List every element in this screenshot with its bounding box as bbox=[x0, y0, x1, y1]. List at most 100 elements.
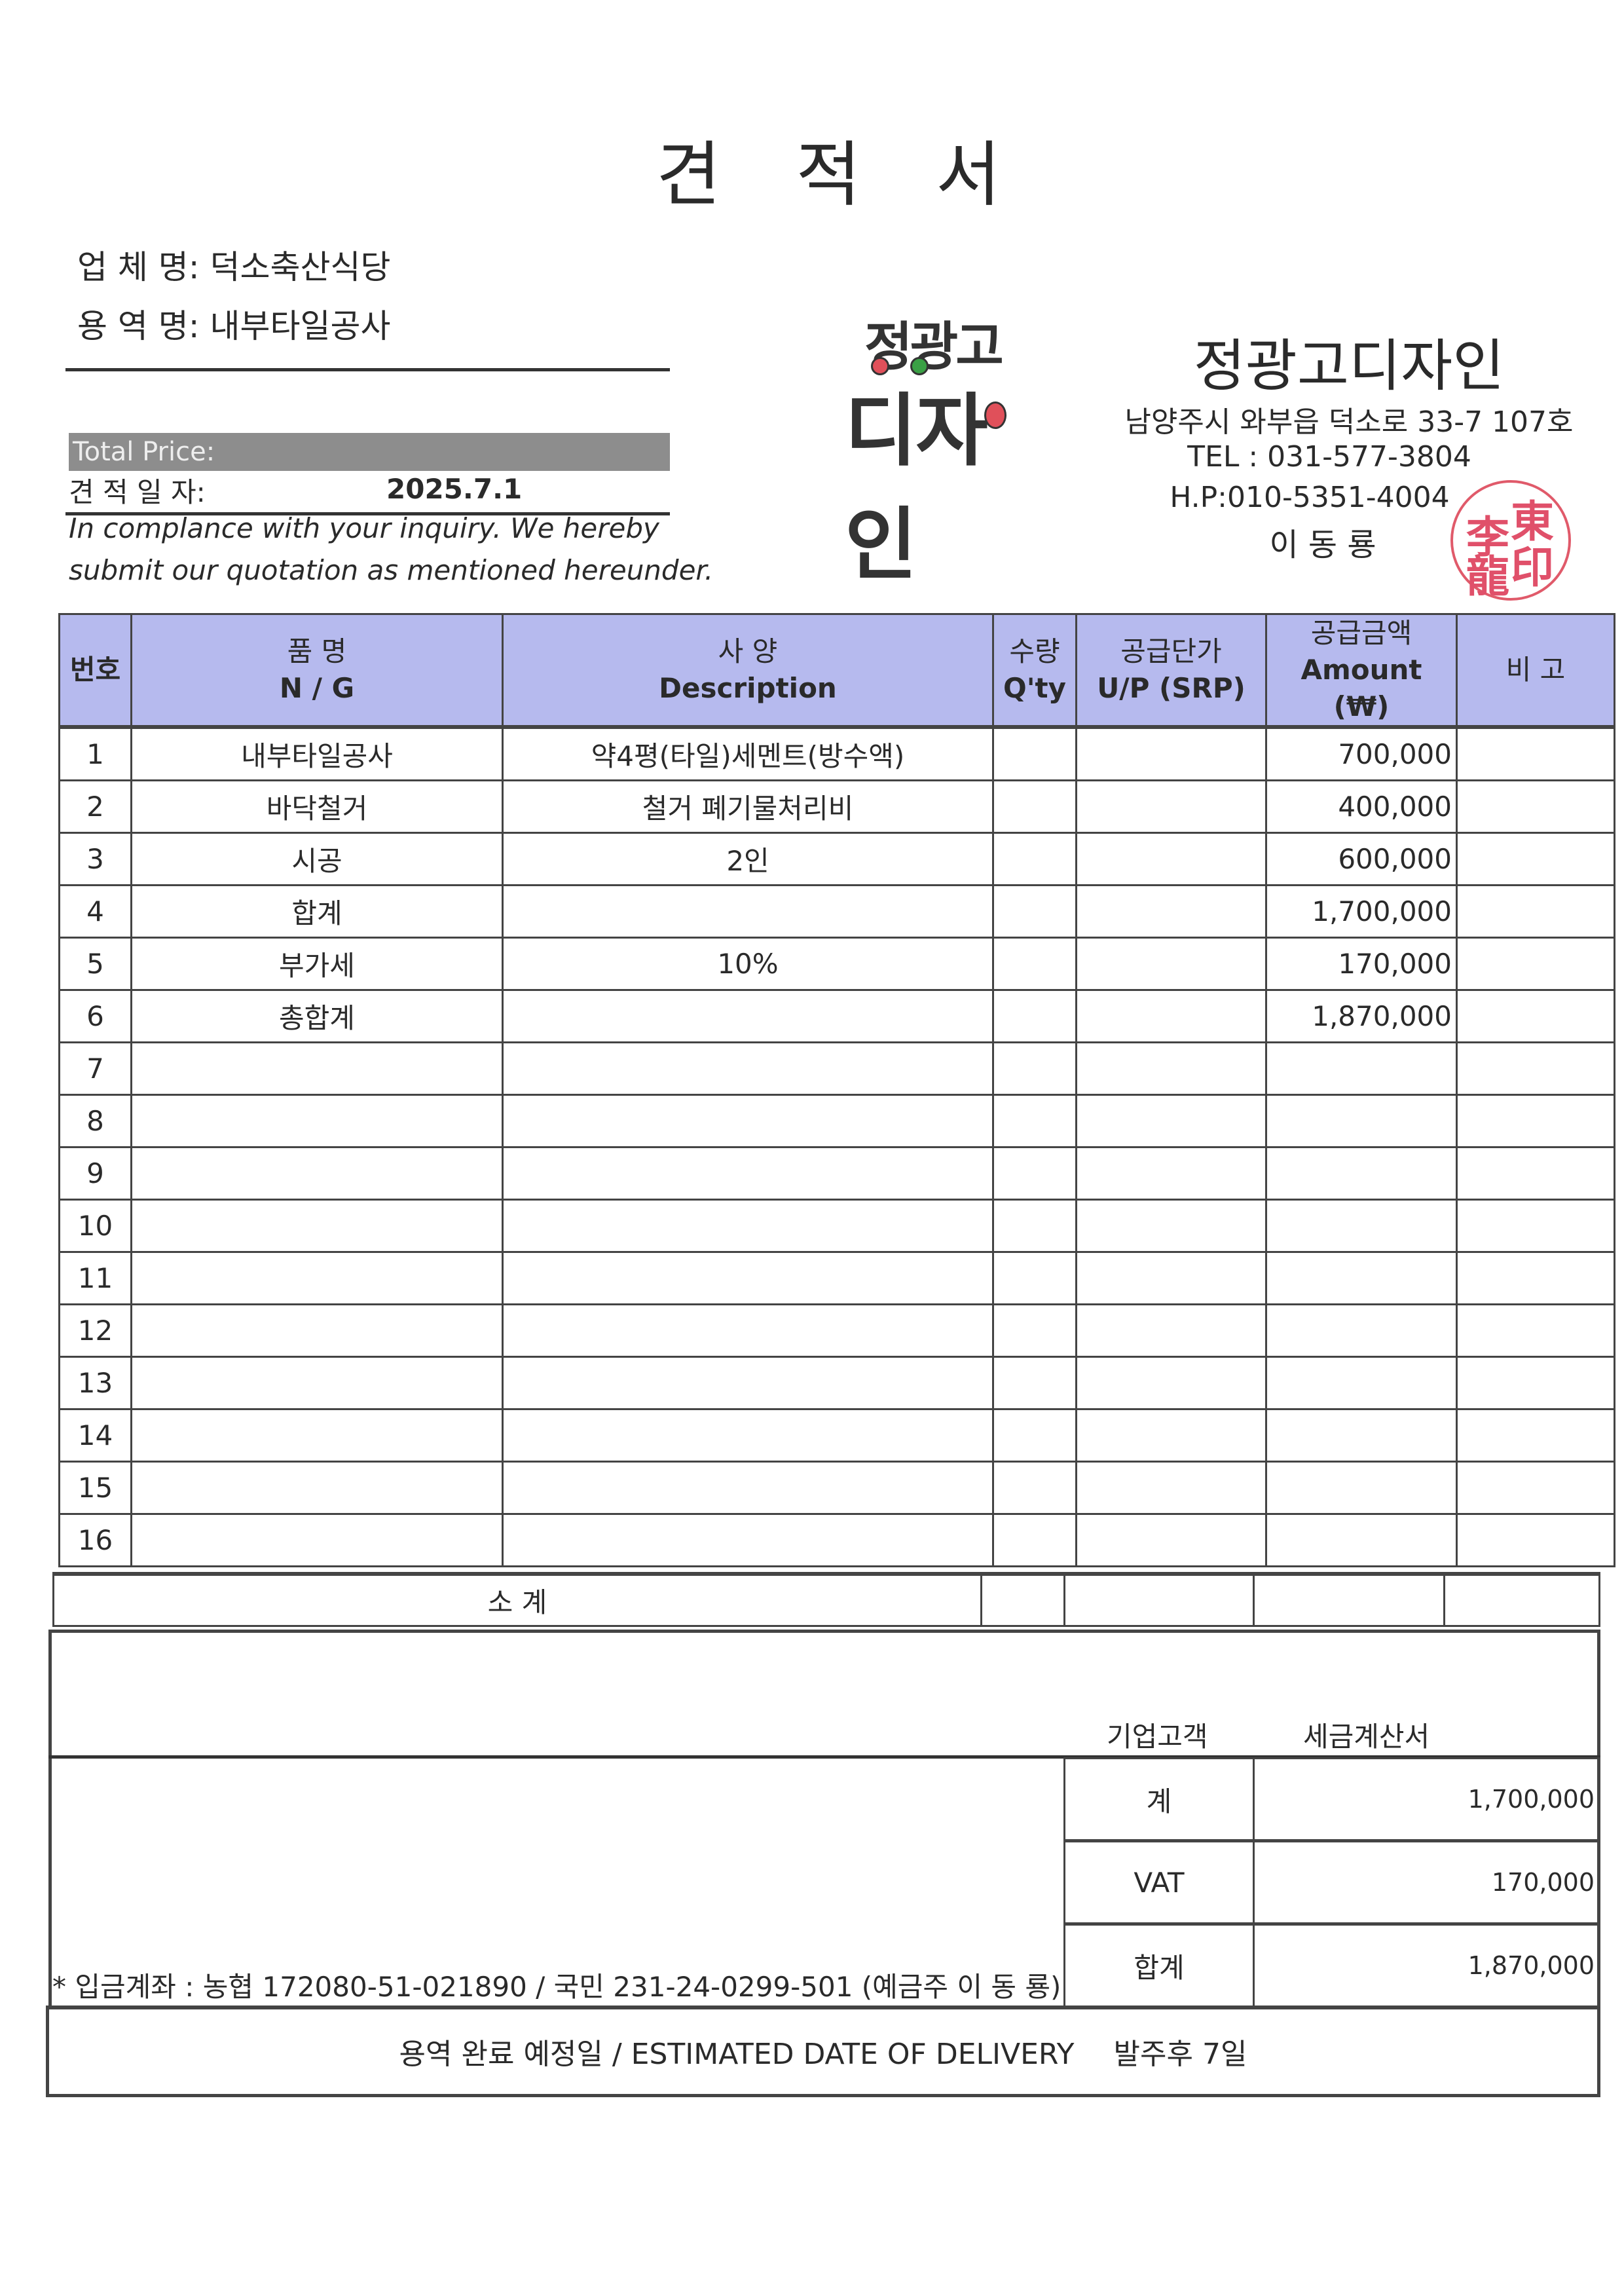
header-amt-en: Amount (₩) bbox=[1301, 654, 1422, 722]
quotation-table: 번호 품 명 N / G 사 양 Description 수량 Q'ty 공급단가 U/… bbox=[58, 613, 1615, 1567]
summary-value: 1,870,000 bbox=[1253, 1924, 1600, 2007]
cell-desc bbox=[502, 1408, 994, 1463]
cell-desc bbox=[502, 1513, 994, 1567]
cell-note bbox=[1456, 832, 1615, 886]
cell-amount bbox=[1265, 1199, 1458, 1253]
seal-stamp: 李 東 龍 印 bbox=[1450, 480, 1571, 602]
cell-up bbox=[1075, 1513, 1267, 1567]
client-company-row: 업 체 명: 덕소축산식당 bbox=[77, 241, 391, 288]
notice-line-2: submit our quotation as mentioned hereun… bbox=[69, 554, 714, 586]
cell-qty bbox=[992, 937, 1077, 991]
date-label: 견 적 일 자: bbox=[69, 476, 206, 508]
cell-note bbox=[1456, 1356, 1615, 1410]
stamp-char: 東 bbox=[1511, 496, 1554, 547]
client-service-value: 내부타일공사 bbox=[210, 307, 391, 345]
cell-no: 11 bbox=[58, 1251, 132, 1305]
cell-note bbox=[1456, 1303, 1615, 1358]
cell-note bbox=[1456, 1094, 1615, 1148]
subtotal-qty bbox=[980, 1572, 1065, 1627]
date-value: 2025.7.1 bbox=[386, 473, 523, 505]
cell-note bbox=[1456, 1513, 1615, 1567]
table-row: 14 bbox=[58, 1408, 1615, 1463]
cell-up bbox=[1075, 1251, 1267, 1305]
cell-qty bbox=[992, 1199, 1077, 1253]
stamp-char: 李 bbox=[1466, 512, 1509, 563]
cell-no: 9 bbox=[58, 1146, 132, 1201]
header-name-en: N / G bbox=[279, 672, 355, 704]
header-name: 품 명 N / G bbox=[130, 613, 504, 729]
cell-desc bbox=[502, 1356, 994, 1410]
cell-qty bbox=[992, 1461, 1077, 1515]
cell-name bbox=[130, 1356, 504, 1410]
supplier-address: 남양주시 와부읍 덕소로 33-7 107호 bbox=[1124, 405, 1574, 439]
cell-qty bbox=[992, 1146, 1077, 1201]
logo-dot-green bbox=[910, 357, 929, 375]
cell-desc bbox=[502, 1094, 994, 1148]
table-row: 4 합계 1,700,000 bbox=[58, 884, 1615, 939]
cell-qty bbox=[992, 1251, 1077, 1305]
cell-up bbox=[1075, 1408, 1267, 1463]
table-row: 5 부가세 10% 170,000 bbox=[58, 937, 1615, 991]
header-desc-ko: 사 양 bbox=[718, 635, 778, 667]
delivery-box: 용역 완료 예정일 / ESTIMATED DATE OF DELIVERY 발… bbox=[46, 2006, 1600, 2097]
cell-desc: 2인 bbox=[502, 832, 994, 886]
subtotal-amount bbox=[1253, 1572, 1445, 1627]
cell-no: 10 bbox=[58, 1199, 132, 1253]
cell-name bbox=[130, 1251, 504, 1305]
cell-note bbox=[1456, 989, 1615, 1043]
header-name-ko: 품 명 bbox=[287, 635, 347, 667]
supplier-hp: H.P:010-5351-4004 bbox=[1170, 481, 1450, 514]
cell-note bbox=[1456, 1199, 1615, 1253]
table-row: 16 bbox=[58, 1513, 1615, 1567]
subtotal-label: 소 계 bbox=[52, 1572, 982, 1627]
delivery-label: 용역 완료 예정일 / ESTIMATED DATE OF DELIVERY bbox=[399, 2038, 1075, 2071]
cell-up bbox=[1075, 1303, 1267, 1358]
summary-label: VAT bbox=[1063, 1840, 1255, 1924]
cell-no: 4 bbox=[58, 884, 132, 939]
table-row: 13 bbox=[58, 1356, 1615, 1410]
cell-note bbox=[1456, 726, 1615, 781]
cell-amount bbox=[1265, 1461, 1458, 1515]
company-logo: 정광고 디자인 bbox=[845, 305, 1041, 591]
table-row: 8 bbox=[58, 1094, 1615, 1148]
summary-value: 1,700,000 bbox=[1253, 1757, 1600, 1841]
cell-desc: 철거 폐기물처리비 bbox=[502, 779, 994, 834]
cell-qty bbox=[992, 1041, 1077, 1096]
cell-no: 6 bbox=[58, 989, 132, 1043]
cell-up bbox=[1075, 1041, 1267, 1096]
cell-name: 시공 bbox=[130, 832, 504, 886]
cell-up bbox=[1075, 1199, 1267, 1253]
document-title: 견 적 서 bbox=[655, 134, 1027, 216]
cell-qty bbox=[992, 726, 1077, 781]
cell-amount: 700,000 bbox=[1265, 726, 1458, 781]
cell-name: 내부타일공사 bbox=[130, 726, 504, 781]
cell-amount bbox=[1265, 1408, 1458, 1463]
header-qty-en: Q'ty bbox=[1003, 672, 1067, 704]
cell-up bbox=[1075, 884, 1267, 939]
cell-name bbox=[130, 1513, 504, 1567]
table-row: 7 bbox=[58, 1041, 1615, 1096]
supplier-owner: 이 동 룡 bbox=[1269, 527, 1376, 563]
cell-note bbox=[1456, 1251, 1615, 1305]
cell-amount bbox=[1265, 1041, 1458, 1096]
cell-qty bbox=[992, 832, 1077, 886]
cell-name: 바닥철거 bbox=[130, 779, 504, 834]
cell-note bbox=[1456, 1146, 1615, 1201]
table-row: 12 bbox=[58, 1303, 1615, 1358]
cell-name: 부가세 bbox=[130, 937, 504, 991]
cell-desc bbox=[502, 1199, 994, 1253]
table-row: 6 총합계 1,870,000 bbox=[58, 989, 1615, 1043]
cell-name bbox=[130, 1199, 504, 1253]
cell-name: 총합계 bbox=[130, 989, 504, 1043]
cell-desc: 10% bbox=[502, 937, 994, 991]
cell-qty bbox=[992, 1356, 1077, 1410]
total-price-bar: Total Price: bbox=[69, 433, 670, 471]
cell-up bbox=[1075, 726, 1267, 781]
divider bbox=[48, 1755, 1600, 1759]
cell-desc bbox=[502, 1461, 994, 1515]
header-amount: 공급금액 Amount (₩) bbox=[1265, 613, 1458, 729]
cell-up bbox=[1075, 1461, 1267, 1515]
cell-desc bbox=[502, 1041, 994, 1096]
cell-desc bbox=[502, 1146, 994, 1201]
cell-amount: 1,870,000 bbox=[1265, 989, 1458, 1043]
